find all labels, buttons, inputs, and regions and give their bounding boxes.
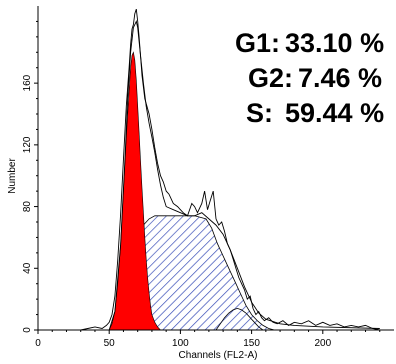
g1-label: G1: xyxy=(235,28,280,58)
y-tick-label-40: 40 xyxy=(22,262,33,274)
stats-panel: G1: 33.10 % G2: 7.46 % S: 59.44 % xyxy=(235,28,384,128)
y-tick-label-160: 160 xyxy=(22,74,33,91)
x-tick-label-0: 0 xyxy=(35,338,41,349)
y-axis: 0 40 80 120 160 xyxy=(22,6,39,333)
x-axis: 0 50 100 150 200 xyxy=(35,329,394,349)
g1-value: 33.10 % xyxy=(285,28,384,58)
y-tick-label-120: 120 xyxy=(22,136,33,153)
y-axis-title: Number xyxy=(7,158,18,194)
g2-phase-area xyxy=(215,307,265,331)
x-tick-label-150: 150 xyxy=(243,338,260,349)
s-value: 59.44 % xyxy=(285,98,384,128)
x-tick-label-200: 200 xyxy=(314,338,331,349)
plot-layer xyxy=(80,8,380,331)
x-tick-label-100: 100 xyxy=(172,338,189,349)
histogram-line-2 xyxy=(108,20,380,331)
x-axis-title: Channels (FL2-A) xyxy=(179,350,258,361)
g2-label: G2: xyxy=(248,63,293,93)
g2-value: 7.46 % xyxy=(298,63,382,93)
s-label: S: xyxy=(246,98,273,128)
y-tick-label-80: 80 xyxy=(22,201,33,213)
y-tick-label-0: 0 xyxy=(22,327,33,333)
x-tick-label-50: 50 xyxy=(104,338,116,349)
